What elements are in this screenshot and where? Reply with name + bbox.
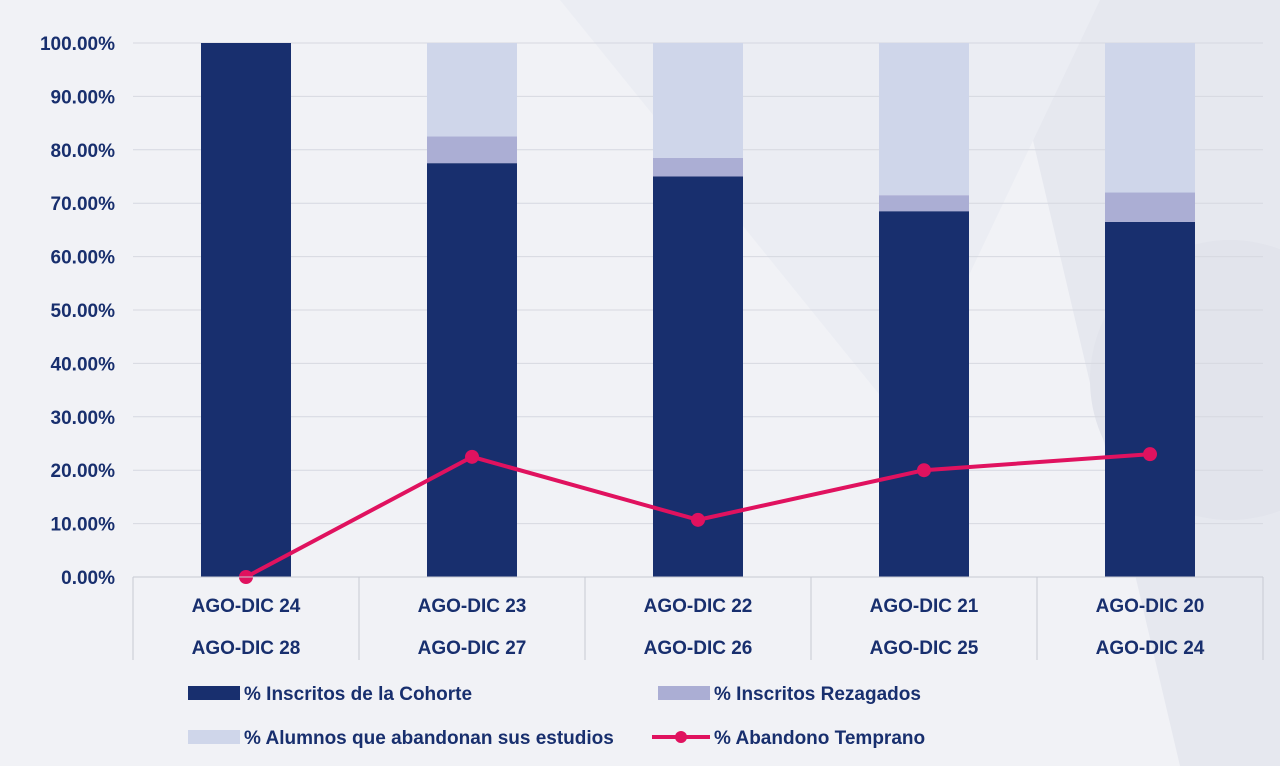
bar-segment xyxy=(879,195,969,212)
legend: % Inscritos de la Cohorte % Inscritos Rez… xyxy=(188,684,925,749)
legend-label: % Inscritos Rezagados xyxy=(714,684,921,705)
legend-swatch xyxy=(188,686,240,700)
legend-swatch xyxy=(658,686,710,700)
category-label: AGO-DIC 22 xyxy=(644,596,753,617)
bar-segment xyxy=(653,157,743,177)
bar-segment xyxy=(1105,221,1195,577)
legend-label: % Inscritos de la Cohorte xyxy=(244,684,472,705)
category-label: AGO-DIC 25 xyxy=(870,638,979,659)
category-label: AGO-DIC 24 xyxy=(192,596,301,617)
legend-swatch-marker xyxy=(675,731,687,743)
legend-label: % Alumnos que abandonan sus estudios xyxy=(244,728,614,749)
category-label: AGO-DIC 26 xyxy=(644,638,753,659)
x-axis-categories: AGO-DIC 24 AGO-DIC 28 AGO-DIC 23 AGO-DIC 27… xyxy=(192,596,1205,659)
category-label: AGO-DIC 21 xyxy=(870,596,979,617)
bar-segment xyxy=(879,211,969,577)
category-label: AGO-DIC 27 xyxy=(418,638,527,659)
legend-swatch xyxy=(188,730,240,744)
bars xyxy=(201,43,1195,577)
y-tick-label: 10.00% xyxy=(51,515,116,536)
line-series xyxy=(239,447,1157,584)
bar-segment xyxy=(427,136,517,164)
bar-segment xyxy=(1105,43,1195,193)
bar-segment xyxy=(879,43,969,196)
line-point xyxy=(691,512,705,527)
bar-segment xyxy=(427,163,517,577)
y-tick-label: 90.00% xyxy=(51,87,116,108)
axes xyxy=(132,576,1264,660)
y-tick-label: 70.00% xyxy=(51,194,116,215)
y-tick-label: 30.00% xyxy=(51,408,116,429)
category-label: AGO-DIC 23 xyxy=(418,596,527,617)
bar-segment xyxy=(201,43,291,577)
y-tick-label: 0.00% xyxy=(61,568,115,589)
category-label: AGO-DIC 20 xyxy=(1096,596,1205,617)
line-point xyxy=(917,463,931,478)
bar-segment xyxy=(1105,192,1195,222)
line-point xyxy=(1143,447,1157,462)
y-tick-label: 60.00% xyxy=(51,248,116,269)
y-tick-label: 20.00% xyxy=(51,461,116,482)
y-tick-label: 50.00% xyxy=(51,301,116,322)
y-axis-ticks: 0.00% 10.00% 20.00% 30.00% 40.00% 50.00% 60.00… xyxy=(40,34,115,589)
y-tick-label: 100.00% xyxy=(40,34,115,55)
category-label: AGO-DIC 24 xyxy=(1096,638,1205,659)
bar-segment xyxy=(427,43,517,137)
legend-label: % Abandono Temprano xyxy=(714,728,925,749)
bar-segment xyxy=(653,43,743,158)
category-label: AGO-DIC 28 xyxy=(192,638,301,659)
y-tick-label: 40.00% xyxy=(51,354,116,375)
y-tick-label: 80.00% xyxy=(51,141,116,162)
line-point xyxy=(465,449,479,464)
